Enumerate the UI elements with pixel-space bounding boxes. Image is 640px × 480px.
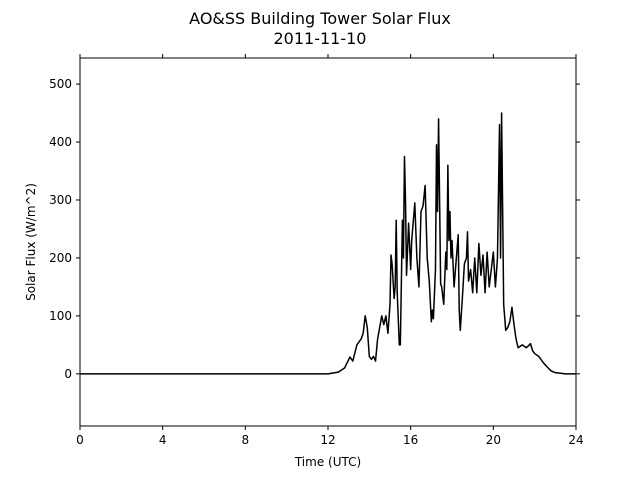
y-tick-label: 200 — [49, 251, 72, 265]
data-line — [80, 112, 576, 375]
x-tick-label: 12 — [320, 433, 335, 447]
y-tick-label: 500 — [49, 77, 72, 91]
chart-subtitle: 2011-11-10 — [274, 29, 367, 48]
x-tick-label: 24 — [568, 433, 583, 447]
x-tick-label: 16 — [403, 433, 418, 447]
chart-title: AO&SS Building Tower Solar Flux — [189, 9, 451, 28]
x-tick-label: 8 — [242, 433, 250, 447]
x-tick-label: 4 — [159, 433, 167, 447]
x-tick-label: 0 — [76, 433, 84, 447]
y-tick-label: 100 — [49, 309, 72, 323]
y-axis-label: Solar Flux (W/m^2) — [24, 183, 38, 301]
y-tick-label: 0 — [64, 367, 72, 381]
x-tick-label: 20 — [486, 433, 501, 447]
y-tick-label: 300 — [49, 193, 72, 207]
x-axis-label: Time (UTC) — [294, 455, 361, 469]
y-tick-label: 400 — [49, 135, 72, 149]
